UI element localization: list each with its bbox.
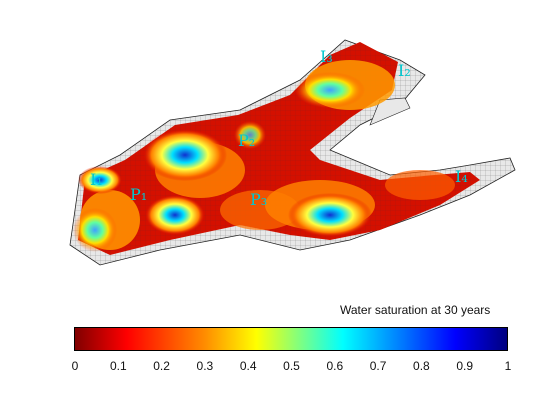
plot-title: Water saturation at 30 years xyxy=(340,303,491,317)
colorbar-tick-label: 0.8 xyxy=(413,359,430,373)
well-label-p3: P₃ xyxy=(250,190,267,209)
well-label-i4: I₄ xyxy=(455,167,468,186)
well-label-i2: I₂ xyxy=(398,61,411,80)
colorbar-tick-label: 0.3 xyxy=(196,359,214,373)
colorbar-tick-label: 0.9 xyxy=(456,359,474,373)
colorbar-tick-label: 0.2 xyxy=(153,359,170,373)
well-label-p2: P₂ xyxy=(238,131,255,150)
colorbar-tick-label: 0.7 xyxy=(369,359,387,373)
well-label-p1: P₁ xyxy=(130,185,147,204)
colorbar xyxy=(74,327,508,351)
colorbar-tick-label: 0.5 xyxy=(283,359,300,373)
colorbar-tick-label: 0 xyxy=(71,359,79,373)
well-label-i1: I₁ xyxy=(90,170,103,189)
colorbar-tick-label: 1 xyxy=(504,359,512,373)
colorbar-tick-label: 0.1 xyxy=(109,359,127,373)
colorbar-tick-label: 0.6 xyxy=(326,359,344,373)
colorbar-tick-label: 0.4 xyxy=(239,359,257,373)
well-label-i3: I₃ xyxy=(320,47,333,66)
